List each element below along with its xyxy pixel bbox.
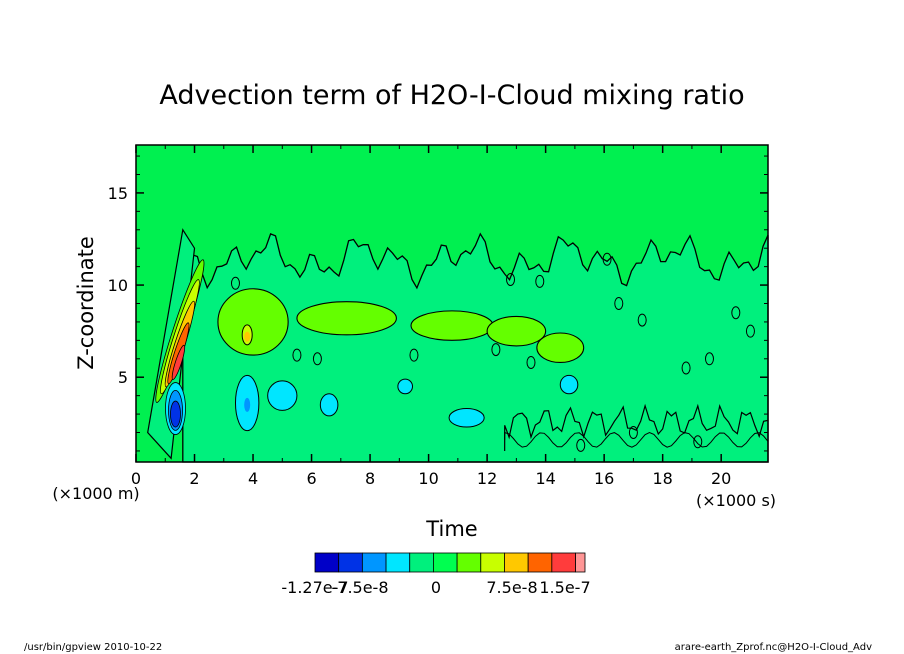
colorbar <box>314 552 586 573</box>
colorbar-swatch <box>433 552 458 573</box>
contour-region <box>536 332 585 364</box>
contour-line <box>731 306 741 320</box>
contour-region <box>397 378 413 395</box>
colorbar-label: 7.5e-8 <box>486 578 537 597</box>
y-axis-label: Z-coordinate <box>74 236 98 370</box>
contour-line <box>504 403 769 451</box>
y-tick-label: 10 <box>108 276 128 295</box>
contour-line <box>576 438 586 452</box>
contour-line <box>614 297 624 310</box>
contour-line <box>504 431 769 448</box>
colorbar-label: -1.27e-7 <box>281 578 348 597</box>
contour-region <box>267 380 298 411</box>
contour-region <box>217 288 289 356</box>
colorbar-swatch <box>551 552 576 573</box>
contour-line <box>681 361 691 375</box>
contour-region <box>559 374 579 395</box>
colorbar-swatch <box>409 552 434 573</box>
x-tick-label: 2 <box>189 469 199 488</box>
x-tick-label: 18 <box>652 469 672 488</box>
contour-region <box>410 310 494 341</box>
colorbar-swatch <box>338 552 363 573</box>
colorbar-swatch <box>314 552 340 573</box>
contour-line <box>693 435 703 449</box>
contour-field <box>147 228 769 463</box>
contour-line <box>292 348 302 362</box>
colorbar-swatch <box>480 552 505 573</box>
x-tick-label: 4 <box>248 469 258 488</box>
contour-region <box>171 344 186 381</box>
y-unit: (×1000 m) <box>52 484 139 503</box>
x-tick-label: 12 <box>477 469 497 488</box>
colorbar-swatch <box>527 552 553 573</box>
contour-line <box>745 324 755 338</box>
contour-line <box>535 274 545 288</box>
x-tick-label: 6 <box>306 469 316 488</box>
contour-region <box>170 400 181 428</box>
y-tick-label: 5 <box>118 368 128 387</box>
contour-line <box>506 273 516 287</box>
colorbar-label: -7.5e-8 <box>331 578 388 597</box>
x-tick-label: 8 <box>365 469 375 488</box>
colorbar-label: 0 <box>431 578 441 597</box>
colorbar-labels: -1.27e-7-7.5e-8 0 7.5e-8 1.5e-7 <box>281 578 590 597</box>
contour-region <box>244 397 251 412</box>
contour-line <box>409 348 419 362</box>
x-axis-label: Time <box>425 517 477 541</box>
contour-region <box>244 331 251 342</box>
contour-line <box>628 426 638 440</box>
y-axis: 5 10 15 <box>108 155 768 452</box>
contour-line <box>637 313 647 327</box>
contour-region <box>296 301 397 336</box>
colorbar-swatch <box>456 552 482 573</box>
x-tick-label: 16 <box>594 469 614 488</box>
contour-line <box>491 343 501 357</box>
footer-right: arare-earth_Zprof.nc@H2O-I-Cloud_Adv <box>675 642 872 653</box>
contour-line <box>230 276 240 290</box>
x-tick-label: 20 <box>711 469 731 488</box>
y-tick-label: 15 <box>108 184 128 203</box>
x-tick-label: 10 <box>418 469 438 488</box>
contour-line <box>526 355 536 369</box>
colorbar-swatch <box>575 552 586 573</box>
contour-region <box>319 393 339 417</box>
x-unit: (×1000 s) <box>696 491 776 510</box>
x-tick-label: 14 <box>535 469 555 488</box>
contour-line <box>704 352 714 366</box>
x-tick-label: 0 <box>131 469 141 488</box>
contour-line <box>602 252 612 266</box>
chart-title: Advection term of H2O-I-Cloud mixing rat… <box>159 80 744 111</box>
plot-area <box>135 144 769 463</box>
contour-line <box>312 352 322 366</box>
colorbar-swatch <box>385 552 411 573</box>
colorbar-swatch <box>361 552 387 573</box>
contour-region <box>448 408 485 428</box>
colorbar-label: 1.5e-7 <box>539 578 590 597</box>
x-axis: 0 2 4 6 8 10 12 14 16 18 20 <box>131 145 731 488</box>
footer-left: /usr/bin/gpview 2010-10-22 <box>24 642 162 653</box>
colorbar-swatch <box>504 552 529 573</box>
contour-region <box>486 315 547 347</box>
